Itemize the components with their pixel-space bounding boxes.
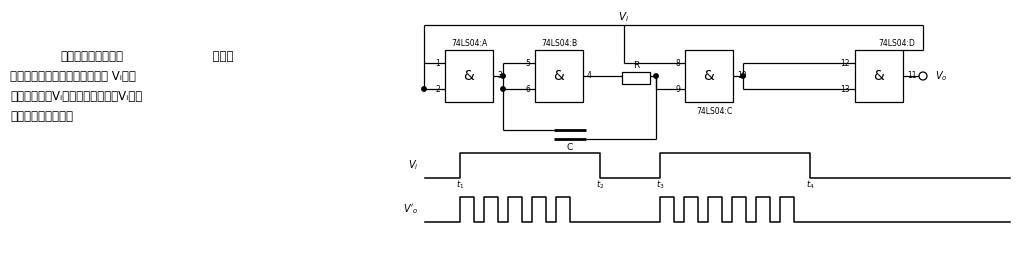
Text: 74LS04:C: 74LS04:C [696,106,732,116]
Bar [622,72,650,84]
Text: 1: 1 [435,58,440,68]
Bar [685,50,733,102]
Text: $t_3$: $t_3$ [656,178,664,191]
Circle shape [740,74,745,78]
Text: &: & [464,69,474,83]
Text: $V_i$: $V_i$ [409,158,419,172]
Text: &: & [553,69,564,83]
Circle shape [422,87,426,91]
Text: 74LS04:B: 74LS04:B [541,39,577,47]
Circle shape [500,74,505,78]
Text: 10: 10 [737,71,746,81]
Text: R: R [633,61,639,71]
Circle shape [500,87,505,91]
Text: $V'_o$: $V'_o$ [404,202,419,216]
Text: 由与非: 由与非 [205,50,234,63]
Text: 13: 13 [840,84,850,94]
Text: 脉冲键控环形振荡器: 脉冲键控环形振荡器 [60,50,123,63]
Bar [855,50,903,102]
Circle shape [654,74,658,78]
Bar [445,50,493,102]
Text: 74LS04:A: 74LS04:A [451,39,487,47]
Text: $t_1$: $t_1$ [456,178,464,191]
Text: 11: 11 [907,71,916,81]
Text: $V_i$: $V_i$ [618,10,630,24]
Text: 门构成的脉冲键控振荡器。输入 Vᵢ为高: 门构成的脉冲键控振荡器。输入 Vᵢ为高 [10,71,136,83]
Text: 6: 6 [525,84,530,94]
Text: $t_2$: $t_2$ [596,178,604,191]
Text: 9: 9 [675,84,680,94]
Text: &: & [874,69,885,83]
Text: 74LS04:D: 74LS04:D [879,39,915,47]
Text: 应远低于振荡频率。: 应远低于振荡频率。 [10,111,73,124]
Text: 8: 8 [675,58,680,68]
Circle shape [919,72,928,80]
Text: $t_4$: $t_4$ [805,178,815,191]
Text: 5: 5 [525,58,530,68]
Text: 2: 2 [435,84,440,94]
Text: 4: 4 [587,71,592,81]
Bar [535,50,583,102]
Text: &: & [704,69,714,83]
Text: 电平时振荡，Vᵢ为低电平时停振，Vᵢ频率: 电平时振荡，Vᵢ为低电平时停振，Vᵢ频率 [10,91,142,104]
Text: $V_o$: $V_o$ [935,69,948,83]
Text: 3: 3 [497,71,501,81]
Text: 12: 12 [840,58,850,68]
Text: C: C [566,143,574,153]
